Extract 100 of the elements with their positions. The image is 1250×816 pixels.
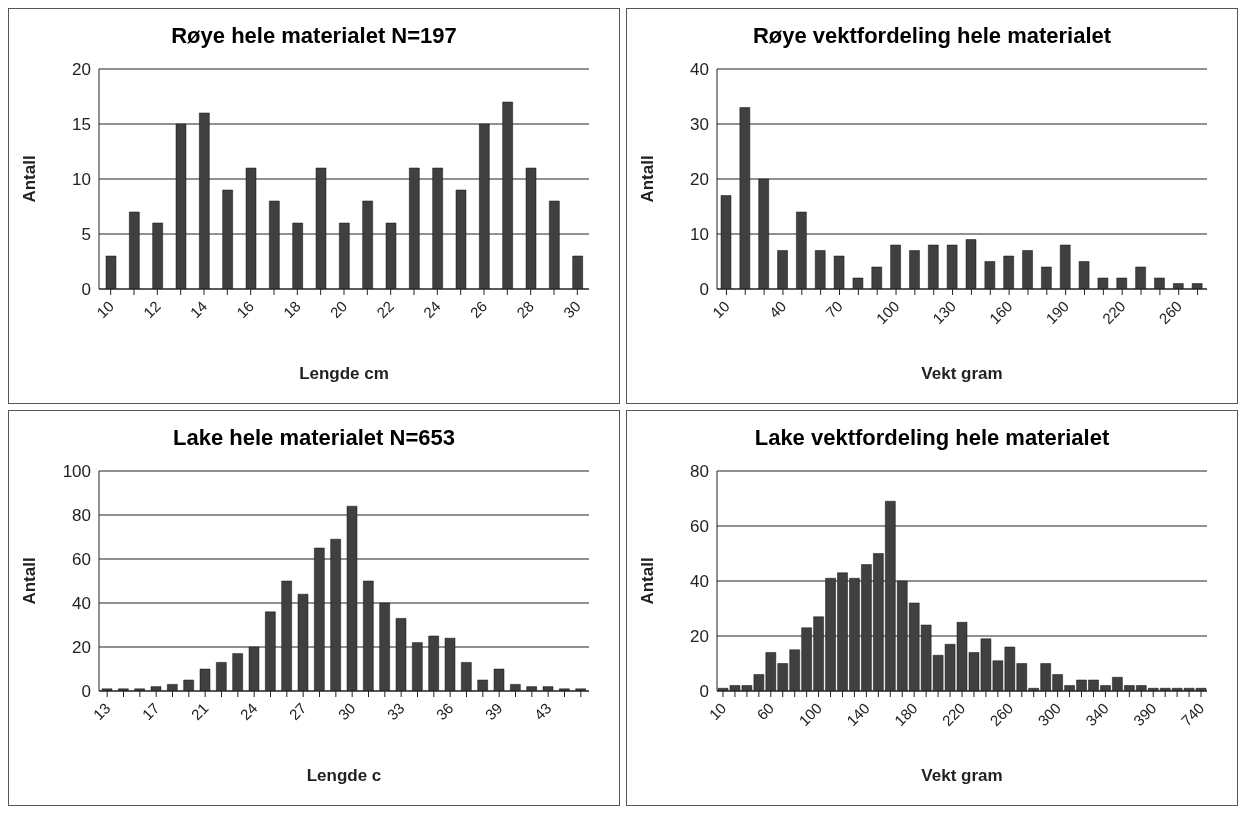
- x-tick-label: 14: [186, 297, 211, 322]
- chart-title: Lake hele materialet N=653: [172, 425, 456, 452]
- x-tick-label: 220: [938, 699, 969, 730]
- bar: [852, 277, 864, 289]
- x-tick-label: 70: [822, 297, 846, 322]
- bar: [871, 266, 883, 289]
- bar: [265, 611, 276, 691]
- bar: [739, 107, 751, 289]
- bar: [777, 250, 788, 289]
- chart-title: Røye vektfordeling hele materialet: [751, 23, 1113, 50]
- y-axis-title: Antall: [20, 155, 40, 203]
- bar: [1154, 277, 1165, 289]
- bar: [248, 646, 260, 691]
- x-tick-label: 33: [383, 699, 408, 724]
- bar: [1116, 277, 1128, 289]
- bar: [796, 211, 807, 289]
- bar: [525, 167, 537, 289]
- bar: [909, 250, 920, 289]
- bar: [984, 261, 996, 289]
- bar: [928, 244, 939, 289]
- x-axis-title: Vekt gram: [921, 364, 1003, 383]
- bar: [477, 679, 488, 691]
- y-tick-label: 80: [690, 462, 709, 482]
- x-axis-title: Vekt gram: [921, 766, 1003, 785]
- bar: [314, 547, 325, 691]
- bar: [152, 222, 163, 289]
- x-tick-label: 100: [872, 297, 903, 328]
- bar: [833, 255, 845, 289]
- bar: [510, 684, 521, 691]
- bar: [297, 593, 309, 691]
- y-tick-label: 20: [72, 638, 91, 658]
- x-tick-label: 43: [530, 699, 555, 724]
- x-tick-label: 39: [481, 699, 506, 724]
- bar: [432, 167, 443, 289]
- bar: [1022, 250, 1033, 289]
- x-tick-label: 27: [285, 699, 310, 724]
- x-tick-label: 24: [419, 297, 444, 322]
- bar: [269, 200, 280, 289]
- x-tick-label: 130: [929, 297, 959, 328]
- bar: [167, 684, 178, 691]
- x-tick-label: 180: [890, 699, 921, 730]
- bar: [346, 505, 358, 691]
- x-tick-label: 140: [843, 699, 873, 730]
- bar: [101, 688, 113, 691]
- y-tick-label: 30: [690, 115, 709, 135]
- y-axis-title: Antall: [20, 557, 40, 605]
- x-tick-label: 160: [985, 297, 1016, 328]
- x-tick-label: 190: [1042, 297, 1073, 328]
- x-tick-label: 260: [986, 699, 1017, 730]
- x-tick-label: 220: [1098, 297, 1129, 328]
- bar: [245, 167, 257, 289]
- x-tick-label: 22: [373, 297, 398, 322]
- bar: [330, 538, 341, 691]
- x-tick-label: 100: [795, 699, 825, 730]
- y-tick-label: 80: [72, 506, 91, 526]
- y-tick-label: 60: [690, 517, 709, 537]
- bar: [542, 686, 554, 691]
- bar: [461, 662, 472, 691]
- y-tick-label: 60: [72, 550, 91, 570]
- bar: [379, 602, 390, 691]
- x-tick-label: 26: [466, 297, 491, 322]
- bar: [385, 222, 397, 289]
- bar: [199, 668, 211, 691]
- y-tick-label: 0: [81, 682, 91, 702]
- x-tick-label: 30: [334, 699, 359, 724]
- y-tick-label: 20: [690, 627, 709, 647]
- x-axis-title: Lengde cm: [299, 364, 389, 383]
- bar: [315, 167, 327, 289]
- x-tick-label: 20: [326, 297, 351, 322]
- x-tick-label: 40: [765, 297, 790, 322]
- bar: [339, 222, 350, 289]
- x-tick-label: 390: [1129, 699, 1160, 730]
- bar: [1059, 244, 1071, 289]
- chart-title: Lake vektfordeling hele materialet: [753, 425, 1111, 452]
- x-tick-label: 28: [513, 297, 538, 322]
- y-tick-label: 20: [72, 60, 91, 80]
- bar: [965, 239, 977, 289]
- x-tick-label: 300: [1034, 699, 1064, 730]
- bar: [1097, 277, 1109, 289]
- bar: [758, 178, 769, 289]
- y-tick-label: 10: [72, 170, 91, 190]
- x-tick-label: 60: [753, 699, 778, 724]
- bar: [292, 222, 303, 289]
- bar: [1003, 255, 1014, 289]
- y-tick-label: 40: [690, 572, 709, 592]
- y-tick-label: 20: [690, 170, 709, 190]
- bar: [105, 255, 117, 289]
- bar: [890, 244, 901, 289]
- y-tick-label: 5: [81, 225, 91, 245]
- y-tick-label: 0: [699, 682, 709, 702]
- bar: [428, 635, 439, 691]
- y-tick-label: 100: [62, 462, 91, 482]
- x-tick-label: 740: [1177, 699, 1208, 730]
- bar: [363, 580, 374, 691]
- y-tick-label: 40: [690, 60, 709, 80]
- y-tick-label: 10: [690, 225, 709, 245]
- bar: [216, 662, 227, 691]
- bar: [183, 679, 194, 691]
- bar: [150, 686, 162, 691]
- x-tick-label: 30: [559, 297, 584, 322]
